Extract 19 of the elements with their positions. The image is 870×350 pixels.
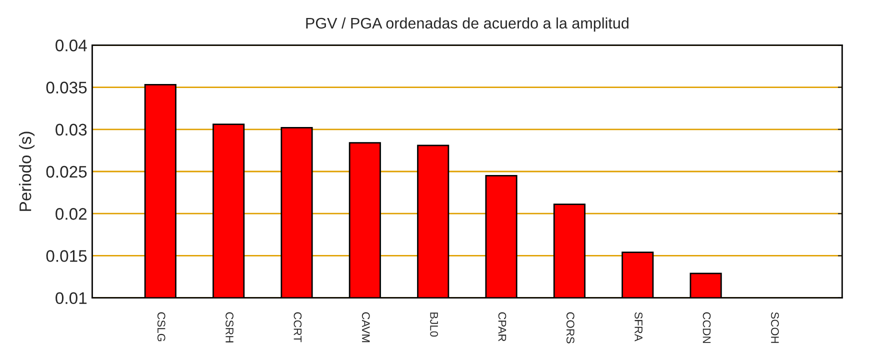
x-tick-label: CSLG (157, 312, 166, 342)
y-tick-label: 0.035 (46, 82, 87, 94)
x-tick-label: SCOH (771, 312, 779, 343)
x-tick-label: CPAR (498, 312, 506, 342)
y-tick-label: 0.03 (56, 124, 87, 136)
y-tick-label: 0.025 (46, 166, 87, 178)
y-tick-label: 0.01 (56, 292, 87, 304)
x-tick-label: SFRA (634, 312, 643, 342)
x-tick-label: CORS (566, 312, 574, 344)
y-tick-label: 0.015 (46, 250, 87, 262)
chart-title: PGV / PGA ordenadas de acuerdo a la amplitud (306, 17, 628, 32)
x-tick-label: CSRH (226, 312, 234, 342)
y-tick-label: 0.04 (56, 40, 87, 52)
y-axis-title: Periodo (s) (19, 132, 35, 211)
y-tick-label: 0.02 (56, 208, 87, 220)
x-tick-label: CAVM (362, 312, 370, 342)
x-tick-label: CCDN (702, 312, 711, 343)
x-tick-label: BJL0 (430, 312, 438, 337)
x-tick-label: CCRT (294, 312, 302, 342)
